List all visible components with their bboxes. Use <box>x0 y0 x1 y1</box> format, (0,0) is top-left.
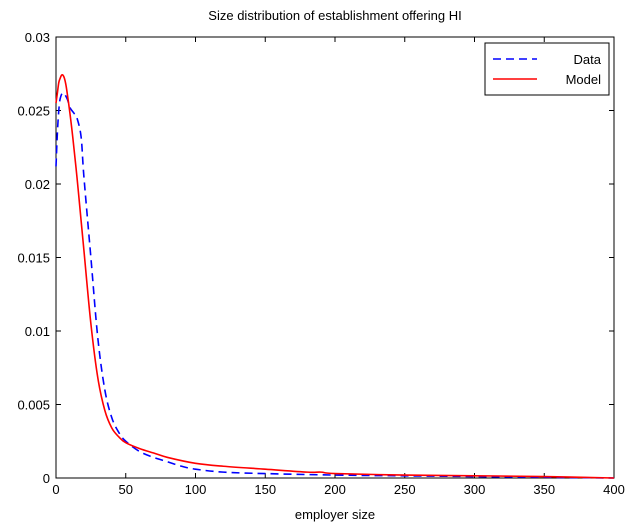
plot-frame <box>55 36 615 479</box>
series-line-model <box>55 74 615 479</box>
axis-ticks: 0 50 100 150 200 250 300 350 400 0 0.005 0.01 0.015 0… <box>17 30 624 497</box>
series-layer <box>55 74 615 479</box>
y-tick-label: 0.015 <box>17 251 50 266</box>
x-tick-label: 400 <box>603 482 625 497</box>
legend-box <box>484 42 610 96</box>
y-tick-label: 0.02 <box>25 177 50 192</box>
y-tick-label: 0 <box>43 471 50 486</box>
legend-label-model: Model <box>566 72 602 87</box>
x-tick-label: 150 <box>254 482 276 497</box>
x-axis-label: employer size <box>295 507 375 522</box>
x-tick-label: 300 <box>464 482 486 497</box>
x-tick-label: 250 <box>394 482 416 497</box>
chart-title: Size distribution of establishment offer… <box>208 8 461 23</box>
x-tick-label: 350 <box>533 482 555 497</box>
x-tick-label: 50 <box>119 482 133 497</box>
legend-label-data: Data <box>574 52 602 67</box>
x-tick-label: 100 <box>185 482 207 497</box>
y-tick-label: 0.01 <box>25 324 50 339</box>
y-tick-label: 0.03 <box>25 30 50 45</box>
x-tick-label: 200 <box>324 482 346 497</box>
series-line-data <box>55 92 615 479</box>
y-tick-label: 0.005 <box>17 398 50 413</box>
legend: Data Model <box>484 42 610 96</box>
x-tick-label: 0 <box>52 482 59 497</box>
y-tick-label: 0.025 <box>17 104 50 119</box>
